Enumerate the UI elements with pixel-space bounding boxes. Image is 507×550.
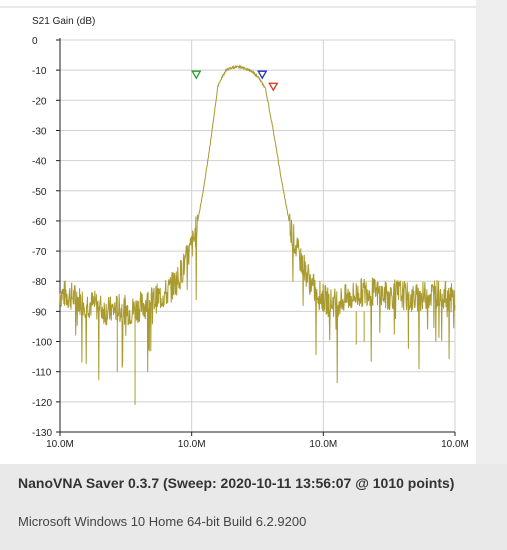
- y-tick-label: -60: [32, 217, 47, 228]
- app-title: NanoVNA Saver 0.3.7 (Sweep: 2020-10-11 1…: [18, 475, 455, 491]
- y-tick-label: -30: [32, 126, 47, 137]
- y-tick-label: -80: [32, 277, 47, 288]
- window-top-strip: [0, 0, 507, 8]
- chart-title: S21 Gain (dB): [32, 16, 95, 27]
- y-tick-label: 0: [32, 36, 38, 47]
- marker-2[interactable]: [257, 70, 268, 80]
- y-tick-label: -70: [32, 247, 47, 258]
- y-tick-label: -20: [32, 96, 47, 107]
- x-tick-label: 10.0M: [309, 439, 337, 450]
- y-tick-label: -50: [32, 187, 47, 198]
- marker-1[interactable]: [191, 70, 202, 80]
- x-tick-label: 10.0M: [46, 439, 74, 450]
- y-tick-label: -110: [32, 368, 52, 379]
- y-tick-label: -120: [32, 398, 52, 409]
- os-info: Microsoft Windows 10 Home 64-bit Build 6…: [18, 514, 307, 529]
- y-tick-label: -130: [32, 428, 52, 439]
- right-gutter: [476, 0, 507, 464]
- marker-3[interactable]: [268, 82, 279, 92]
- s21-gain-chart[interactable]: S21 Gain (dB) 0 -10 -20 -30 -40 -50 -60 -70 -80 -…: [0, 8, 476, 464]
- trace-layer: [59, 64, 456, 405]
- y-tick-label: -10: [32, 66, 47, 77]
- grid-layer: [59, 39, 456, 433]
- s21-gain-chart-panel[interactable]: S21 Gain (dB) 0 -10 -20 -30 -40 -50 -60 -70 -80 -…: [0, 8, 476, 464]
- status-panel: NanoVNA Saver 0.3.7 (Sweep: 2020-10-11 1…: [0, 464, 507, 550]
- top-white-edge: [0, 0, 476, 6]
- x-tick-label: 10.0M: [178, 439, 206, 450]
- s21-trace: [59, 64, 456, 384]
- axis-layer: 0 -10 -20 -30 -40 -50 -60 -70 -80 -90 -100 -110 -120…: [32, 36, 469, 450]
- x-tick-label: 10.0M: [441, 439, 469, 450]
- y-tick-label: -90: [32, 307, 47, 318]
- y-tick-label: -40: [32, 157, 47, 168]
- marker-layer[interactable]: [191, 70, 279, 92]
- y-tick-label: -100: [32, 338, 52, 349]
